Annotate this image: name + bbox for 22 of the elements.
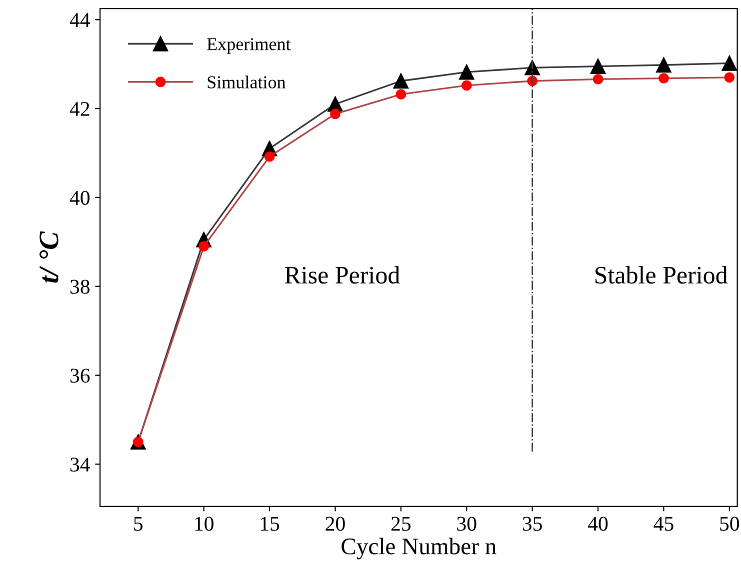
y-tick-label: 42	[70, 102, 90, 116]
x-tick-label: 5	[134, 516, 143, 531]
legend-label: Experiment	[207, 38, 291, 54]
y-tick-label: 40	[70, 190, 90, 205]
y-axis-title: t/ °C	[40, 231, 58, 283]
x-tick-label: 15	[260, 516, 280, 531]
x-tick-label: 45	[654, 516, 674, 531]
x-tick-label: 35	[522, 516, 542, 531]
x-tick-label: 30	[457, 516, 476, 531]
y-tick-label: 34	[70, 458, 90, 472]
y-tick-label: 44	[70, 13, 90, 27]
x-tick-label: 50	[720, 516, 740, 531]
x-tick-label: 20	[326, 516, 345, 531]
x-tick-label: 25	[391, 516, 411, 531]
annotation: Rise Period	[284, 266, 400, 284]
y-tick-label: 36	[70, 368, 90, 383]
legend-label: Simulation	[208, 76, 286, 88]
x-tick-label: 40	[588, 516, 608, 531]
x-axis-title: Cycle Number n	[342, 538, 496, 560]
y-tick-label: 38	[70, 280, 90, 294]
x-tick-label: 10	[195, 516, 214, 531]
annotation: Stable Period	[595, 266, 728, 284]
